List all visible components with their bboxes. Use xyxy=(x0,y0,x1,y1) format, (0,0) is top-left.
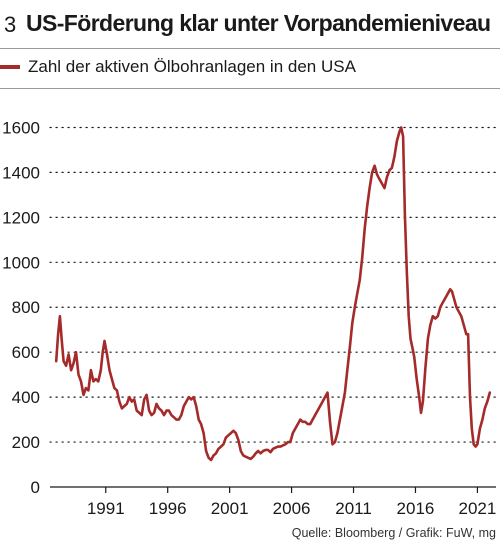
legend-label: Zahl der aktiven Ölbohranlagen in den US… xyxy=(28,57,356,76)
chart-title-row: 3 US-Förderung klar unter Vorpandemieniv… xyxy=(0,8,500,42)
y-tick-label: 0 xyxy=(31,478,40,497)
x-tick-label: 2006 xyxy=(273,499,311,518)
source-note: Quelle: Bloomberg / Grafik: FuW, mg xyxy=(291,526,496,540)
y-tick-label: 200 xyxy=(12,433,40,452)
x-tick-label: 2001 xyxy=(211,499,249,518)
legend: Zahl der aktiven Ölbohranlagen in den US… xyxy=(0,56,500,82)
series-line-oil-rigs xyxy=(54,126,492,462)
y-tick-label: 1600 xyxy=(2,118,40,137)
x-tick-label: 1991 xyxy=(87,499,125,518)
y-tick-label: 1200 xyxy=(2,208,40,227)
legend-swatch xyxy=(0,65,20,69)
y-tick-label: 600 xyxy=(12,343,40,362)
chart-number: 3 xyxy=(4,12,17,37)
x-tick-label: 2021 xyxy=(459,499,497,518)
title-divider xyxy=(0,48,500,49)
x-tick-label: 2011 xyxy=(335,499,372,518)
y-tick-label: 1000 xyxy=(2,253,40,272)
legend-divider xyxy=(0,88,500,89)
x-tick-label: 1996 xyxy=(149,499,187,518)
x-tick-label: 2016 xyxy=(397,499,435,518)
chart-title: US-Förderung klar unter Vorpandemienivea… xyxy=(26,10,491,36)
y-tick-label: 1400 xyxy=(2,163,40,182)
y-tick-label: 800 xyxy=(12,298,40,317)
y-tick-label: 400 xyxy=(12,388,40,407)
